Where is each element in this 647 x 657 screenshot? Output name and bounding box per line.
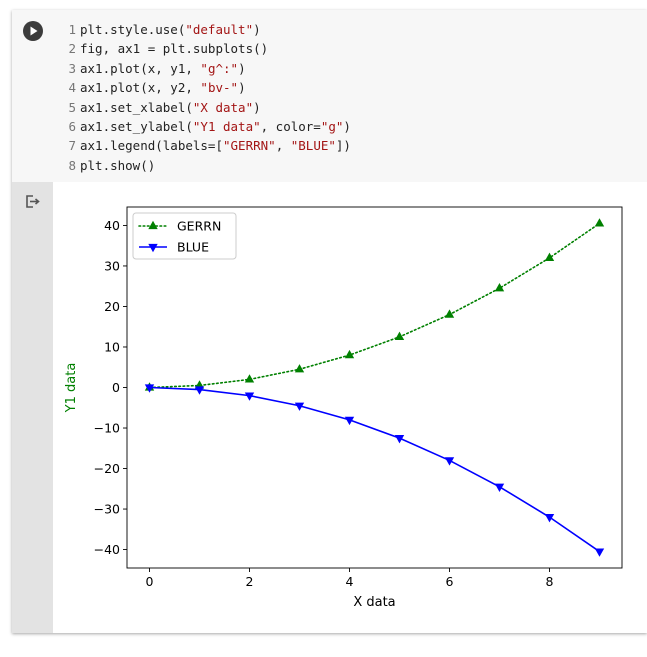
code-string-token: "Y1 data": [192, 118, 261, 134]
y-tick-label: −30: [94, 502, 120, 517]
x-tick-label: 0: [146, 574, 154, 589]
code-token: fig, ax1 = plt.subplots(): [80, 41, 269, 57]
data-point-blue: [444, 457, 455, 466]
code-line: 6 ax1.set_ylabel("Y1 data", color= "g"): [56, 117, 351, 136]
code-token: ): [238, 80, 246, 96]
plot-figure: 0 2 4 6 8 40 30 20 10 0 −10 −20 −30 −40 X data Y1 dat…: [53, 182, 647, 633]
code-string-token: "g": [320, 118, 344, 134]
code-token: ax1.plot(x, y2,: [80, 80, 201, 96]
x-axis-label: X data: [353, 595, 395, 610]
code-token: ): [238, 60, 246, 76]
data-point-gerrn: [344, 349, 355, 359]
code-token: ): [253, 99, 261, 115]
line-number: 3: [68, 60, 76, 76]
y-tick-label: 40: [104, 218, 120, 233]
code-string-token: "GERRN": [223, 138, 276, 154]
line-number: 8: [68, 157, 76, 173]
y-tick-label: −40: [94, 542, 120, 557]
code-token: ax1.plot(x, y1,: [80, 60, 201, 76]
code-token: ]): [335, 138, 351, 154]
data-point-blue: [294, 402, 305, 411]
data-point-blue: [194, 386, 205, 395]
code-token: , color=: [260, 118, 321, 134]
data-point-blue: [594, 548, 605, 557]
data-point-gerrn: [244, 374, 255, 383]
code-line: 4 ax1.plot(x, y2, "bv-"): [56, 78, 351, 97]
code-lines: 1 plt.style.use("default") 2 fig, ax1 = plt…: [56, 20, 351, 175]
output-gutter: [12, 182, 53, 633]
data-point-blue: [144, 384, 155, 393]
data-point-gerrn: [294, 364, 305, 373]
code-string-token: "default": [185, 22, 254, 37]
y-tick-label: 10: [104, 339, 120, 354]
code-token: plt.style.use(: [80, 22, 186, 37]
y-tick-label: 20: [104, 299, 120, 314]
code-string-token: "BLUE": [290, 138, 336, 154]
x-tick-label: 8: [546, 574, 554, 589]
code-line: 7 ax1.legend(labels=["GERRN", "BLUE"]): [56, 136, 351, 155]
legend-marker-gerrn: [148, 220, 158, 230]
legend: GERRN BLUE: [132, 212, 237, 260]
legend-label-blue: BLUE: [177, 240, 209, 255]
code-token: ): [343, 118, 351, 134]
code-token: ,: [275, 138, 291, 154]
data-point-blue: [244, 392, 255, 401]
line-number: 1: [68, 22, 76, 37]
play-icon: [30, 26, 38, 36]
code-token: plt.show(): [80, 157, 156, 173]
data-point-blue: [494, 483, 505, 492]
notebook-cell: 1 plt.style.use("default") 2 fig, ax1 = plt…: [12, 10, 647, 633]
code-token: ): [253, 22, 261, 37]
output-redirect-icon[interactable]: [24, 194, 42, 210]
code-string-token: "bv-": [200, 80, 239, 96]
x-tick-label: 4: [346, 574, 354, 589]
y-tick-label: −20: [94, 461, 120, 476]
data-point-gerrn: [594, 218, 605, 227]
x-tick-label: 6: [446, 574, 454, 589]
code-token: ax1.set_ylabel(: [80, 118, 193, 134]
data-point-blue: [394, 435, 405, 444]
code-string-token: "g^:": [200, 60, 239, 76]
series-line-blue: [149, 386, 600, 553]
y-tick-label: −10: [94, 421, 120, 436]
y-tick-label: 0: [112, 380, 120, 395]
data-point-blue: [544, 514, 555, 523]
legend-marker-blue: [148, 243, 158, 253]
y-tick-label: 30: [104, 258, 120, 273]
code-line: 2 fig, ax1 = plt.subplots(): [56, 39, 351, 58]
code-editor[interactable]: 1 plt.style.use("default") 2 fig, ax1 = plt…: [12, 10, 647, 182]
run-cell-button[interactable]: [23, 21, 43, 41]
y-axis-label: Y1 data: [64, 363, 79, 414]
data-point-gerrn: [544, 252, 555, 261]
line-number: 6: [68, 118, 76, 134]
data-point-gerrn: [494, 283, 505, 292]
plot-layer: 0 2 4 6 8 40 30 20 10 0 −10 −20 −30 −40: [94, 206, 623, 589]
series-line-gerrn: [148, 222, 601, 389]
code-line: 5 ax1.set_xlabel("X data"): [56, 98, 351, 117]
data-point-gerrn: [394, 331, 405, 340]
data-point-gerrn: [444, 309, 455, 318]
code-token: ax1.legend(labels=[: [80, 138, 223, 154]
data-point-blue: [344, 416, 355, 426]
line-number: 7: [68, 138, 76, 154]
x-tick-label: 2: [246, 574, 254, 589]
code-token: ax1.set_xlabel(: [80, 99, 193, 115]
cell-output: 0 2 4 6 8 40 30 20 10 0 −10 −20 −30 −40 X data Y1 dat…: [12, 182, 647, 633]
line-number: 2: [68, 41, 76, 57]
line-number: 4: [68, 80, 76, 96]
code-line: 3 ax1.plot(x, y1, "g^:"): [56, 59, 351, 78]
code-line: 8 plt.show(): [56, 156, 351, 175]
code-line: 1 plt.style.use("default"): [56, 20, 351, 39]
line-number: 5: [68, 99, 76, 115]
code-string-token: "X data": [192, 99, 254, 115]
legend-label-gerrn: GERRN: [177, 219, 221, 234]
